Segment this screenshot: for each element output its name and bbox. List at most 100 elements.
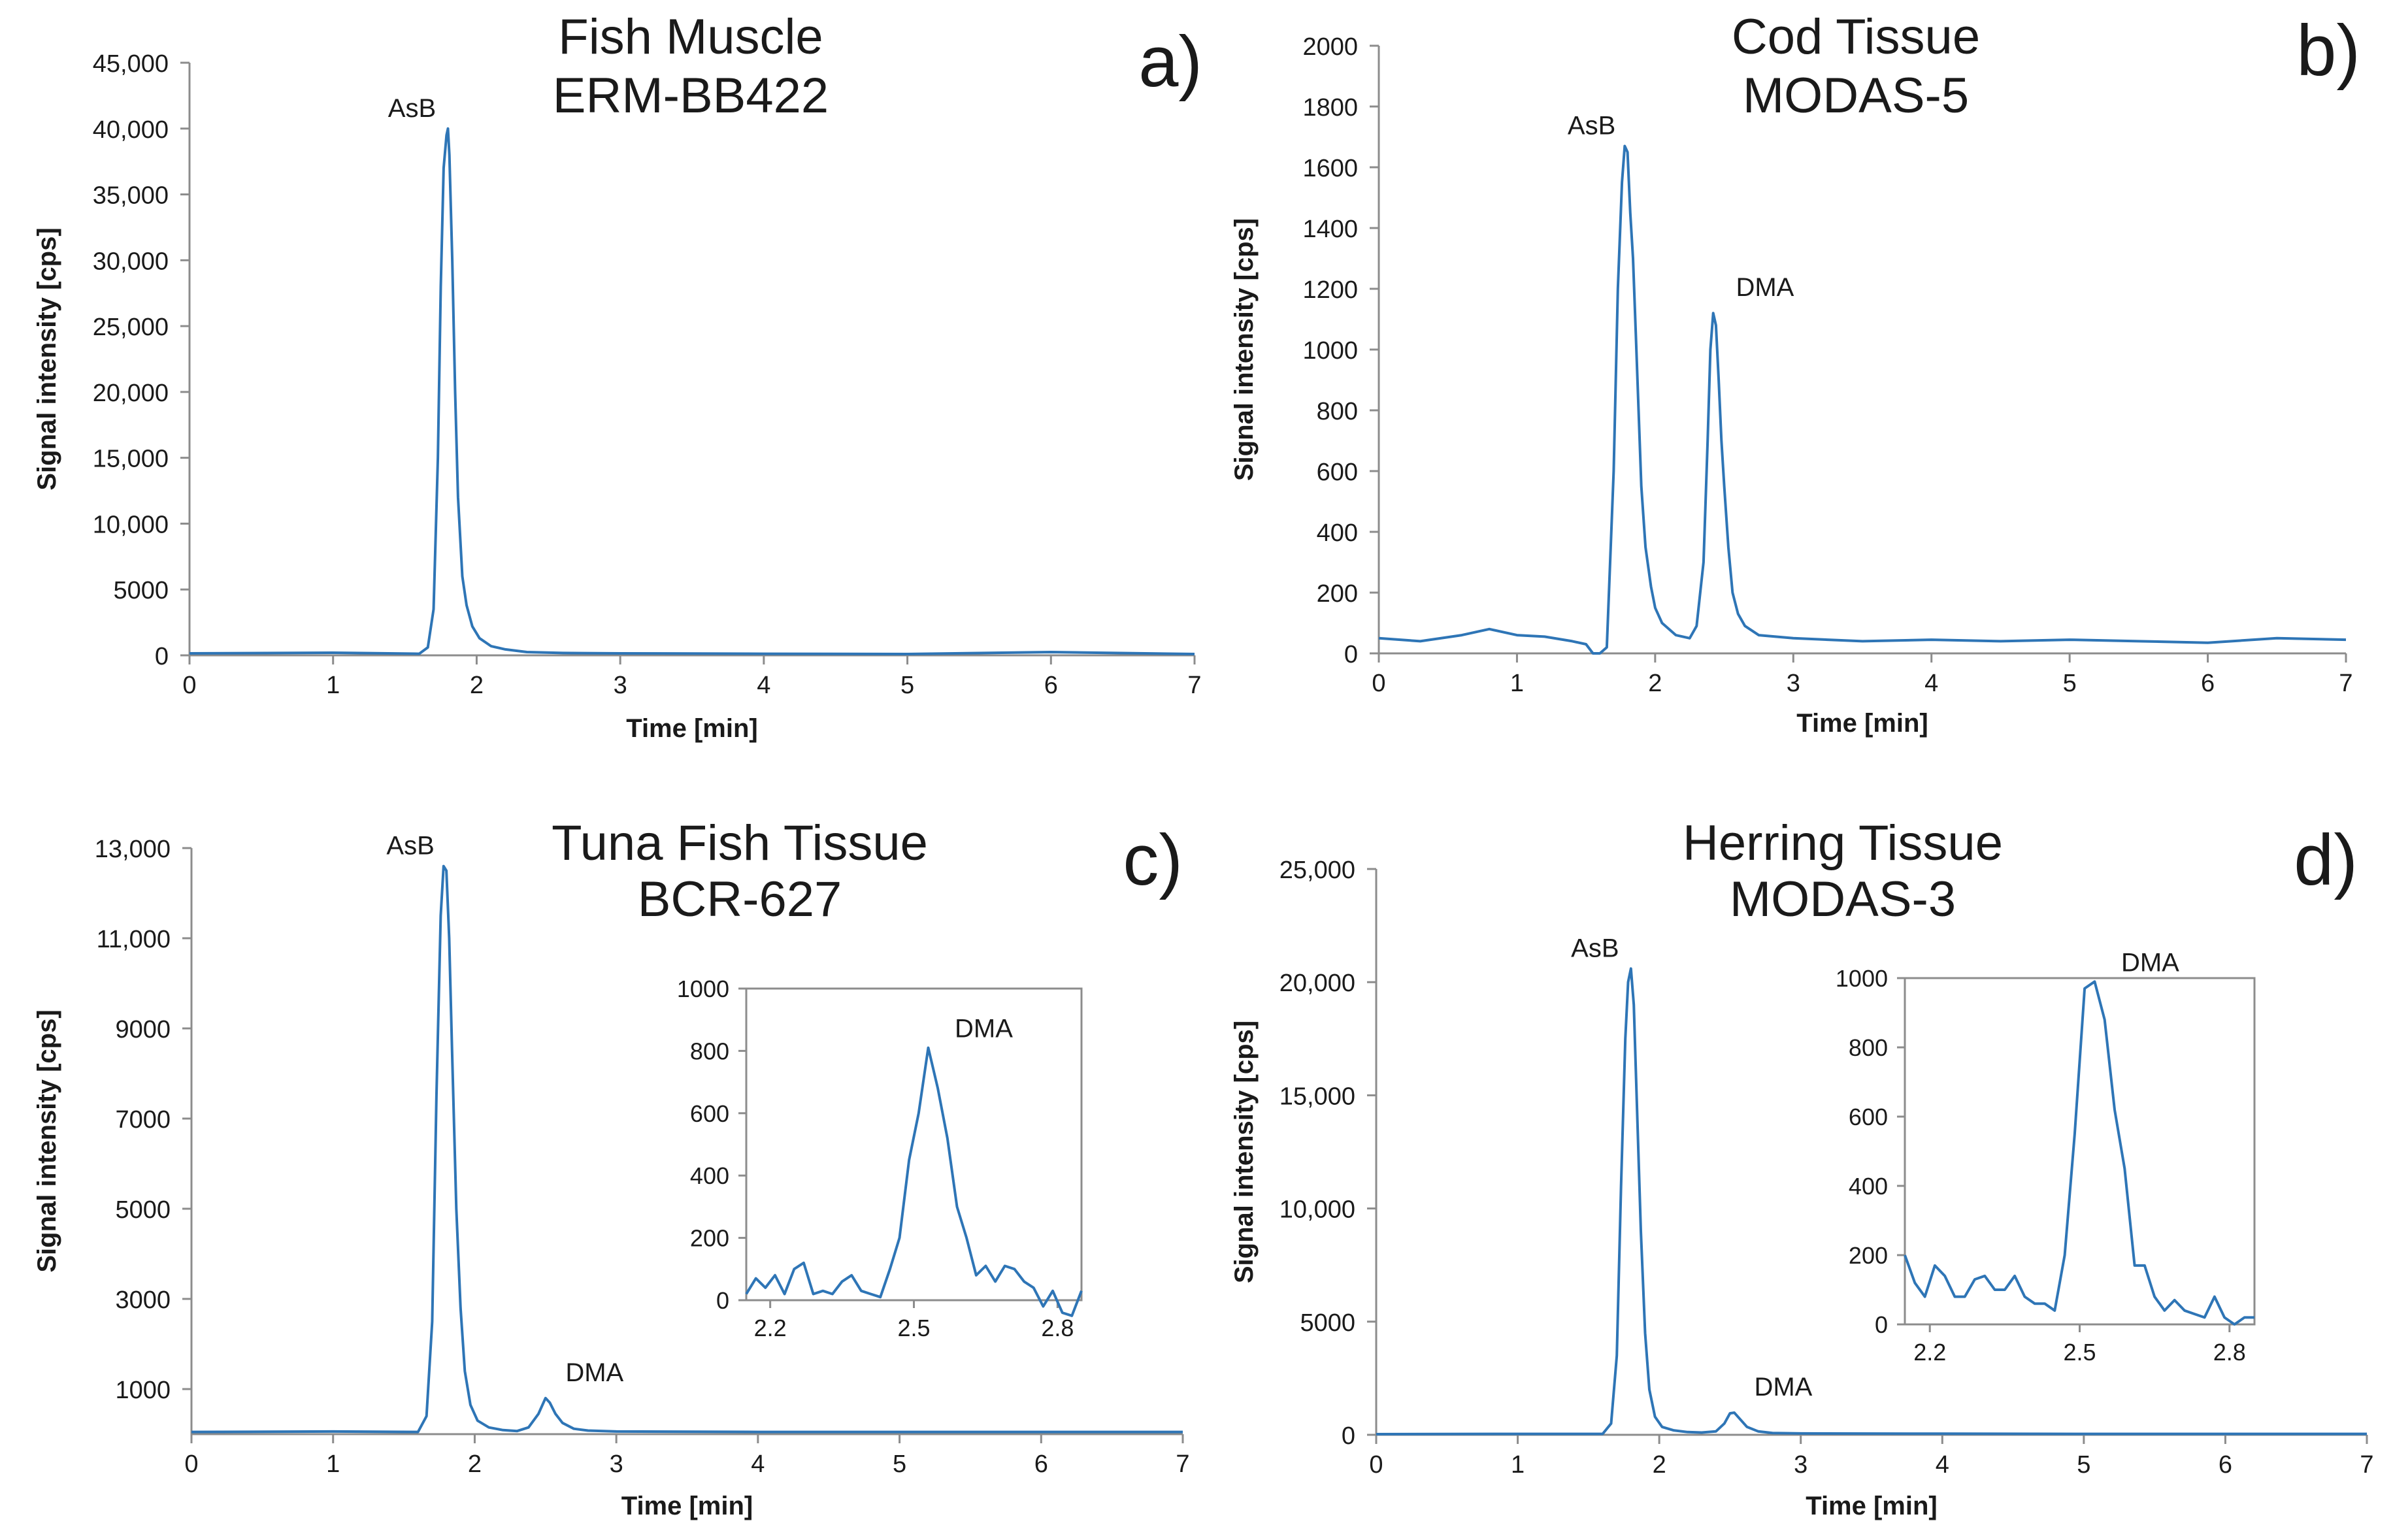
y-tick-label: 1400 bbox=[1302, 216, 1358, 243]
x-tick-label: 5 bbox=[893, 1450, 906, 1478]
y-tick-label: 10,000 bbox=[93, 511, 169, 538]
x-axis-label: Time [min] bbox=[1806, 1492, 1938, 1520]
y-tick-label: 2000 bbox=[1302, 33, 1358, 61]
x-tick-label: 2 bbox=[470, 672, 484, 699]
y-tick-label: 600 bbox=[1317, 459, 1358, 486]
y-tick-label: 400 bbox=[1317, 519, 1358, 547]
y-tick-label: 25,000 bbox=[1279, 857, 1355, 884]
y-axis-label: Signal intensity [cps] bbox=[33, 227, 61, 490]
panel-label: d) bbox=[2294, 820, 2358, 900]
inset-x-tick-label: 2.2 bbox=[754, 1315, 787, 1341]
y-tick-label: 5000 bbox=[113, 577, 169, 604]
y-tick-label: 15,000 bbox=[1279, 1083, 1355, 1110]
series-line bbox=[1376, 967, 2367, 1435]
x-tick-label: 1 bbox=[326, 1450, 340, 1478]
x-tick-label: 3 bbox=[1787, 670, 1800, 697]
y-tick-label: 13,000 bbox=[95, 836, 171, 863]
x-tick-label: 4 bbox=[757, 672, 770, 699]
inset-y-tick-label: 600 bbox=[1849, 1104, 1888, 1130]
y-tick-label: 7000 bbox=[115, 1106, 171, 1134]
inset-y-tick-label: 600 bbox=[690, 1100, 729, 1127]
y-tick-label: 40,000 bbox=[93, 116, 169, 144]
peak-label: AsB bbox=[1568, 111, 1615, 140]
x-tick-label: 2 bbox=[1648, 670, 1662, 697]
chart-title-line: MODAS-5 bbox=[1743, 68, 1969, 123]
y-tick-label: 1000 bbox=[115, 1377, 171, 1404]
inset-y-tick-label: 800 bbox=[690, 1038, 729, 1064]
peak-label: AsB bbox=[1571, 934, 1619, 962]
y-tick-label: 30,000 bbox=[93, 248, 169, 275]
y-tick-label: 45,000 bbox=[93, 50, 169, 78]
chart-title-line: ERM-BB422 bbox=[553, 68, 829, 123]
series-line bbox=[191, 864, 1183, 1434]
chart-title-line: MODAS-3 bbox=[1730, 872, 1956, 927]
x-tick-label: 0 bbox=[182, 672, 196, 699]
x-tick-label: 1 bbox=[326, 672, 340, 699]
y-tick-label: 1200 bbox=[1302, 276, 1358, 304]
y-tick-label: 9000 bbox=[115, 1016, 171, 1043]
inset-series-line bbox=[745, 1046, 1083, 1317]
panel-c: 1000 3000 5000 7000 9000 11,000 13,000 0 1 2 3 4 5 6 7… bbox=[33, 815, 1190, 1520]
y-tick-label: 0 bbox=[155, 643, 169, 670]
inset-y-tick-label: 1000 bbox=[1836, 965, 1888, 992]
y-tick-label: 25,000 bbox=[93, 314, 169, 341]
x-tick-label: 3 bbox=[614, 672, 627, 699]
x-axis-label: Time [min] bbox=[621, 1492, 753, 1520]
x-tick-label: 2 bbox=[1653, 1451, 1666, 1479]
x-tick-label: 3 bbox=[610, 1450, 623, 1478]
x-tick-label: 0 bbox=[1372, 670, 1385, 697]
peak-label: AsB bbox=[386, 832, 434, 860]
inset-peak-label: DMA bbox=[955, 1015, 1013, 1043]
inset-chart: 0 200 400 600 800 1000 2.2 2.5 2.8 DMA bbox=[1836, 948, 2256, 1366]
x-tick-label: 5 bbox=[2077, 1451, 2090, 1479]
x-tick-label: 1 bbox=[1511, 1451, 1525, 1479]
x-tick-label: 5 bbox=[900, 672, 914, 699]
x-tick-label: 4 bbox=[1924, 670, 1938, 697]
inset-y-tick-label: 400 bbox=[690, 1162, 729, 1189]
inset-y-tick-label: 0 bbox=[716, 1287, 729, 1314]
inset-series-line bbox=[1904, 980, 2254, 1326]
panel-a: 0 5000 10,000 15,000 20,000 25,000 30,000 35,00… bbox=[33, 9, 1202, 743]
y-tick-label: 1800 bbox=[1302, 94, 1358, 122]
panel-d: 0 5000 10,000 15,000 20,000 25,000 0 1 2 3 4 5 6 7 Tim… bbox=[1230, 815, 2374, 1520]
x-tick-label: 3 bbox=[1794, 1451, 1807, 1479]
y-axis-label: Signal intensity [cps] bbox=[1230, 218, 1259, 481]
y-tick-label: 200 bbox=[1317, 580, 1358, 608]
y-tick-label: 20,000 bbox=[1279, 970, 1355, 997]
y-tick-label: 1600 bbox=[1302, 155, 1358, 182]
chart-title-line: Herring Tissue bbox=[1683, 815, 2003, 871]
panel-b: 0 200 400 600 800 1000 1200 1400 1600 1800 2000 0 1 2… bbox=[1230, 9, 2360, 738]
chart-title-line: Tuna Fish Tissue bbox=[552, 815, 928, 871]
inset-y-tick-label: 1000 bbox=[677, 975, 729, 1002]
x-tick-label: 4 bbox=[1936, 1451, 1949, 1479]
x-tick-label: 7 bbox=[1187, 672, 1201, 699]
x-tick-label: 5 bbox=[2063, 670, 2077, 697]
x-tick-label: 4 bbox=[751, 1450, 765, 1478]
peak-label: DMA bbox=[1754, 1373, 1812, 1401]
inset-x-tick-label: 2.5 bbox=[897, 1315, 930, 1341]
inset-x-tick-label: 2.8 bbox=[2213, 1339, 2246, 1366]
y-tick-label: 20,000 bbox=[93, 380, 169, 407]
inset-y-tick-label: 200 bbox=[1849, 1242, 1888, 1269]
y-tick-label: 11,000 bbox=[97, 926, 171, 953]
inset-chart: 0 200 400 600 800 1000 2.2 2.5 2.8 DMA bbox=[677, 975, 1083, 1341]
x-tick-label: 6 bbox=[1044, 672, 1058, 699]
x-axis-label: Time [min] bbox=[1796, 709, 1928, 738]
peak-label: AsB bbox=[388, 94, 436, 123]
x-tick-label: 0 bbox=[1369, 1451, 1383, 1479]
inset-x-tick-label: 2.8 bbox=[1041, 1315, 1074, 1341]
y-tick-label: 1000 bbox=[1302, 337, 1358, 365]
y-tick-label: 10,000 bbox=[1279, 1196, 1355, 1224]
x-tick-label: 6 bbox=[2201, 670, 2215, 697]
panel-label: a) bbox=[1138, 22, 1202, 102]
inset-y-tick-label: 400 bbox=[1849, 1173, 1888, 1200]
panel-label: b) bbox=[2296, 10, 2360, 91]
inset-frame bbox=[745, 987, 1083, 1302]
x-tick-label: 6 bbox=[1034, 1450, 1048, 1478]
inset-y-tick-label: 0 bbox=[1875, 1311, 1888, 1338]
y-axis-label: Signal intensity [cps] bbox=[33, 1009, 61, 1272]
y-tick-label: 800 bbox=[1317, 398, 1358, 425]
panel-label: c) bbox=[1123, 820, 1183, 900]
inset-frame bbox=[1904, 977, 2256, 1326]
